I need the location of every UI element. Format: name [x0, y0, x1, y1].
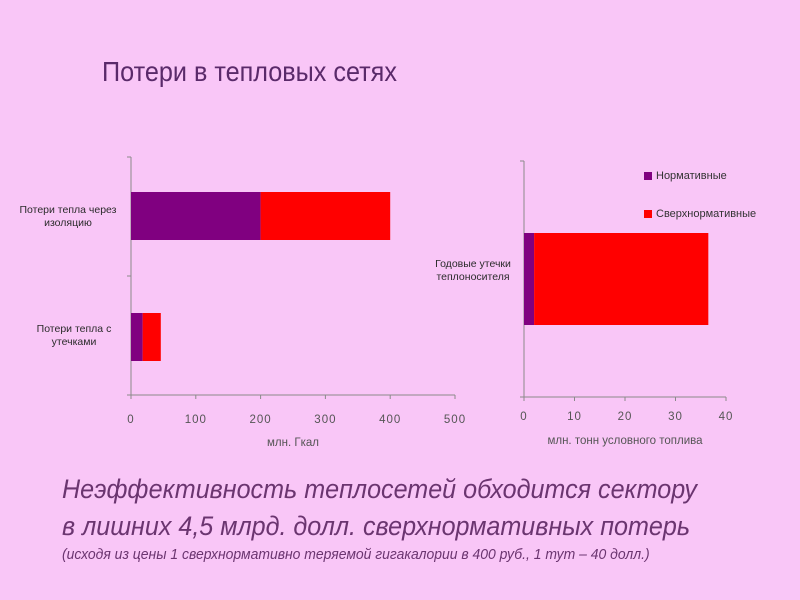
legend-label-excess: Сверхнормативные — [656, 208, 757, 220]
legend-item-normative: Нормативные — [644, 170, 727, 182]
chart1-bar-2-excess — [142, 313, 161, 361]
chart1-bar-1-excess — [260, 192, 391, 240]
chart2-x-tick-label-4: 30 — [668, 411, 683, 423]
summary-line-2: в лишних 4,5 млрд. долл. сверхнормативны… — [62, 511, 691, 541]
summary-note: (исходя из цены 1 сверхнормативно теряем… — [62, 546, 650, 563]
chart2-x-axis-title: млн. тонн условного топлива — [547, 435, 703, 447]
chart1-bar-2-normative — [131, 313, 143, 361]
chart2-bar-1-excess — [534, 233, 709, 325]
chart2-bar-1-normative — [524, 233, 535, 325]
chart2-x-tick-label-2: 10 — [567, 411, 582, 423]
legend-item-excess: Сверхнормативные — [644, 208, 756, 220]
chart1-category-label-2: Потери тепла с утечками — [36, 323, 112, 348]
chart1-x-tick-label-6: 500 — [444, 414, 466, 426]
page-title: Потери в тепловых сетях — [102, 56, 397, 87]
chart1-x-tick-label-4: 300 — [314, 414, 336, 426]
legend-swatch-excess — [644, 210, 652, 218]
chart1-x-tick-label-3: 200 — [250, 414, 272, 426]
summary-line-1: Неэффективность теплосетей обходится сек… — [62, 474, 697, 504]
chart1-x-tick-label-1: 0 — [127, 414, 134, 426]
chart1-x-axis-title: млн. Гкал — [267, 437, 319, 449]
chart1-bar-1-normative — [131, 192, 261, 240]
chart1-x-tick-label-2: 100 — [185, 414, 207, 426]
chart2-x-tick-label-1: 0 — [520, 411, 527, 423]
chart2-x-tick-label-5: 40 — [719, 411, 734, 423]
legend-swatch-normative — [644, 172, 652, 180]
legend-label-normative: Нормативные — [656, 170, 727, 182]
chart2-x-tick-label-3: 20 — [618, 411, 633, 423]
chart1-x-tick-label-5: 400 — [379, 414, 401, 426]
chart1-category-label-1: Потери тепла через изоляцию — [19, 204, 117, 229]
chart2-category-label-1: Годовые утечки теплоносителя — [435, 258, 511, 283]
